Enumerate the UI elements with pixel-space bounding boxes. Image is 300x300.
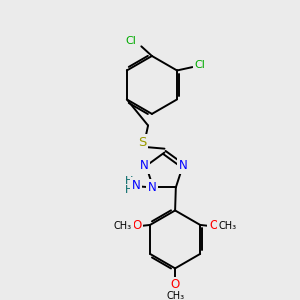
Text: CH₃: CH₃	[166, 291, 184, 300]
Text: H: H	[125, 185, 133, 195]
Text: O: O	[209, 219, 218, 232]
Text: CH₃: CH₃	[114, 221, 132, 231]
Text: Cl: Cl	[125, 35, 136, 46]
Text: N: N	[178, 159, 187, 172]
Text: CH₃: CH₃	[218, 221, 236, 231]
Text: O: O	[170, 278, 180, 291]
Text: N: N	[131, 179, 140, 192]
Text: S: S	[138, 136, 146, 149]
Text: O: O	[132, 219, 141, 232]
Text: N: N	[148, 181, 157, 194]
Text: N: N	[140, 159, 148, 172]
Text: H: H	[125, 176, 133, 186]
Text: Cl: Cl	[195, 60, 206, 70]
